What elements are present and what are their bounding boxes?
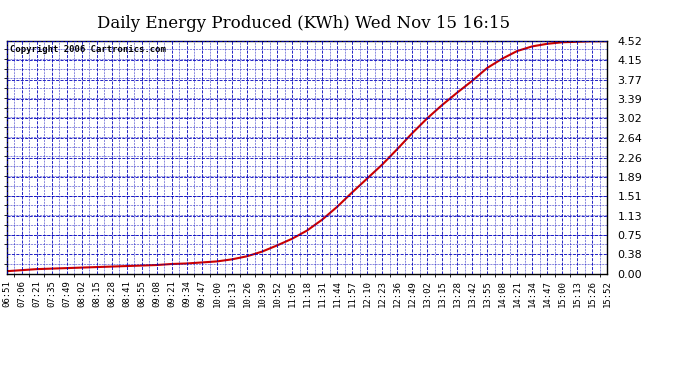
Text: Copyright 2006 Cartronics.com: Copyright 2006 Cartronics.com: [10, 45, 166, 54]
Text: Daily Energy Produced (KWh) Wed Nov 15 16:15: Daily Energy Produced (KWh) Wed Nov 15 1…: [97, 15, 510, 32]
